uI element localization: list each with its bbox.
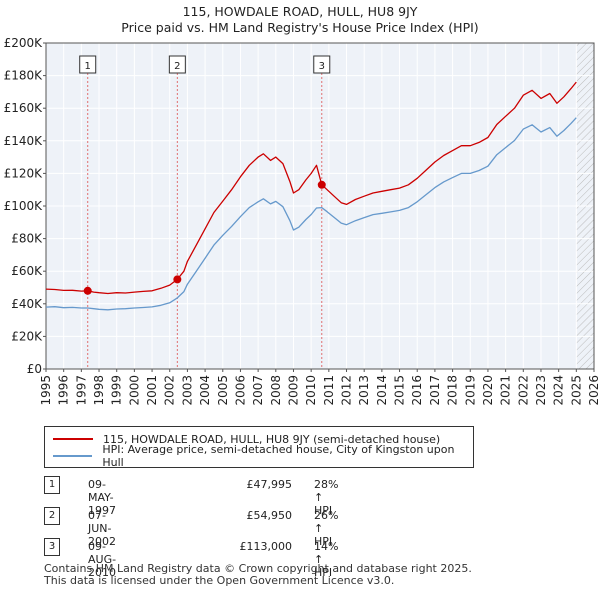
x-tick-label: 1996 <box>57 375 71 406</box>
x-tick-label: 1999 <box>110 375 124 406</box>
x-tick-label: 2023 <box>534 375 548 406</box>
sale-price: £47,995 <box>246 478 293 491</box>
x-tick-label: 2001 <box>145 375 159 406</box>
y-tick-label: £120K <box>4 166 44 180</box>
x-tick-label: 2013 <box>357 375 371 406</box>
price-chart: £0 £20K £40K £60K £80K £100K £120K £140K £160K £1… <box>4 36 600 406</box>
sale-price: £113,000 <box>239 540 293 553</box>
x-tick-label: 2021 <box>499 375 513 406</box>
series-group <box>46 81 577 311</box>
x-tick-label: 2014 <box>375 375 389 406</box>
x-tick-label: 2008 <box>269 375 283 406</box>
footer-copyright: Contains HM Land Registry data © Crown c… <box>44 562 472 575</box>
sale-marker-label: 1 <box>85 61 91 72</box>
x-tick-label: 2020 <box>481 375 495 406</box>
sale-number: 1 <box>44 476 60 494</box>
x-tick-label: 2015 <box>393 375 407 406</box>
sale-marker-label: 3 <box>319 61 325 72</box>
y-tick-label: £200K <box>4 36 44 50</box>
x-tick-label: 2011 <box>322 375 336 406</box>
x-tick-label: 2025 <box>569 375 583 406</box>
x-tick-label: 1998 <box>92 375 106 406</box>
hpi-line <box>46 117 577 311</box>
x-tick-label: 2018 <box>446 375 460 406</box>
x-tick-label: 2006 <box>233 375 247 406</box>
sale-hpi: 14% ↑ HPI <box>314 540 339 579</box>
y-tick-label: £180K <box>4 69 44 83</box>
sale-marker-box <box>79 55 97 74</box>
sale-point <box>83 286 92 295</box>
y-tick-label: £80K <box>11 232 43 246</box>
x-tick-label: 2007 <box>251 375 265 406</box>
sale-point <box>317 180 326 189</box>
x-tick-label: 2009 <box>286 375 300 406</box>
x-tick-label: 2004 <box>198 375 212 406</box>
legend-label-hpi: HPI: Average price, semi-detached house,… <box>102 443 455 469</box>
x-tick-label: 2010 <box>304 375 318 406</box>
y-tick-label: £160K <box>4 101 44 115</box>
x-tick-label: 2026 <box>587 375 600 406</box>
sale-date: 09-AUG-2010 <box>88 540 117 579</box>
legend-label-price-paid: 115, HOWDALE ROAD, HULL, HU8 9JY (semi-d… <box>103 432 441 446</box>
sale-marker-box <box>313 55 331 74</box>
sale-date: 09-MAY-1997 <box>88 478 116 517</box>
sale-hpi: 28% ↑ HPI <box>314 478 339 517</box>
sale-marker-label: 2 <box>174 61 180 72</box>
x-tick-label: 1995 <box>39 375 53 406</box>
chart-title: 115, HOWDALE ROAD, HULL, HU8 9JY <box>182 4 418 19</box>
legend-swatch-red <box>53 438 93 440</box>
sale-point <box>173 275 182 284</box>
sale-date: 07-JUN-2002 <box>88 509 116 548</box>
x-tick-label: 2017 <box>428 375 442 406</box>
y-tick-label: £40K <box>11 297 43 311</box>
sale-number: 3 <box>44 538 60 556</box>
x-tick-label: 1997 <box>74 375 88 406</box>
sale-marker-box <box>168 55 186 74</box>
chart-subtitle: Price paid vs. HM Land Registry's House … <box>121 20 479 35</box>
x-tick-label: 2005 <box>216 375 230 406</box>
x-tick-label: 2022 <box>516 375 530 406</box>
y-tick-label: £60K <box>11 264 43 278</box>
price-paid-line <box>46 81 577 295</box>
sale-price: £54,950 <box>246 509 293 522</box>
x-tick-label: 2000 <box>127 375 141 406</box>
legend-item-hpi: HPI: Average price, semi-detached house,… <box>53 443 473 469</box>
x-tick-label: 2002 <box>163 375 177 406</box>
legend-swatch-blue <box>53 455 93 457</box>
y-tick-label: £100K <box>4 199 44 213</box>
x-tick-label: 2016 <box>410 375 424 406</box>
x-tick-label: 2012 <box>340 375 354 406</box>
sale-number: 2 <box>44 507 60 525</box>
sale-hpi: 26% ↑ HPI <box>314 509 339 548</box>
x-tick-label: 2003 <box>180 375 194 406</box>
legend-item-price-paid: 115, HOWDALE ROAD, HULL, HU8 9JY (semi-d… <box>53 431 440 447</box>
y-tick-label: £0 <box>27 362 42 376</box>
y-tick-label: £140K <box>4 134 44 148</box>
x-tick-label: 2024 <box>552 375 566 406</box>
footer-licence: This data is licensed under the Open Gov… <box>44 574 395 587</box>
legend: 115, HOWDALE ROAD, HULL, HU8 9JY (semi-d… <box>44 426 474 469</box>
x-tick-label: 2019 <box>463 375 477 406</box>
y-tick-label: £20K <box>11 329 43 343</box>
